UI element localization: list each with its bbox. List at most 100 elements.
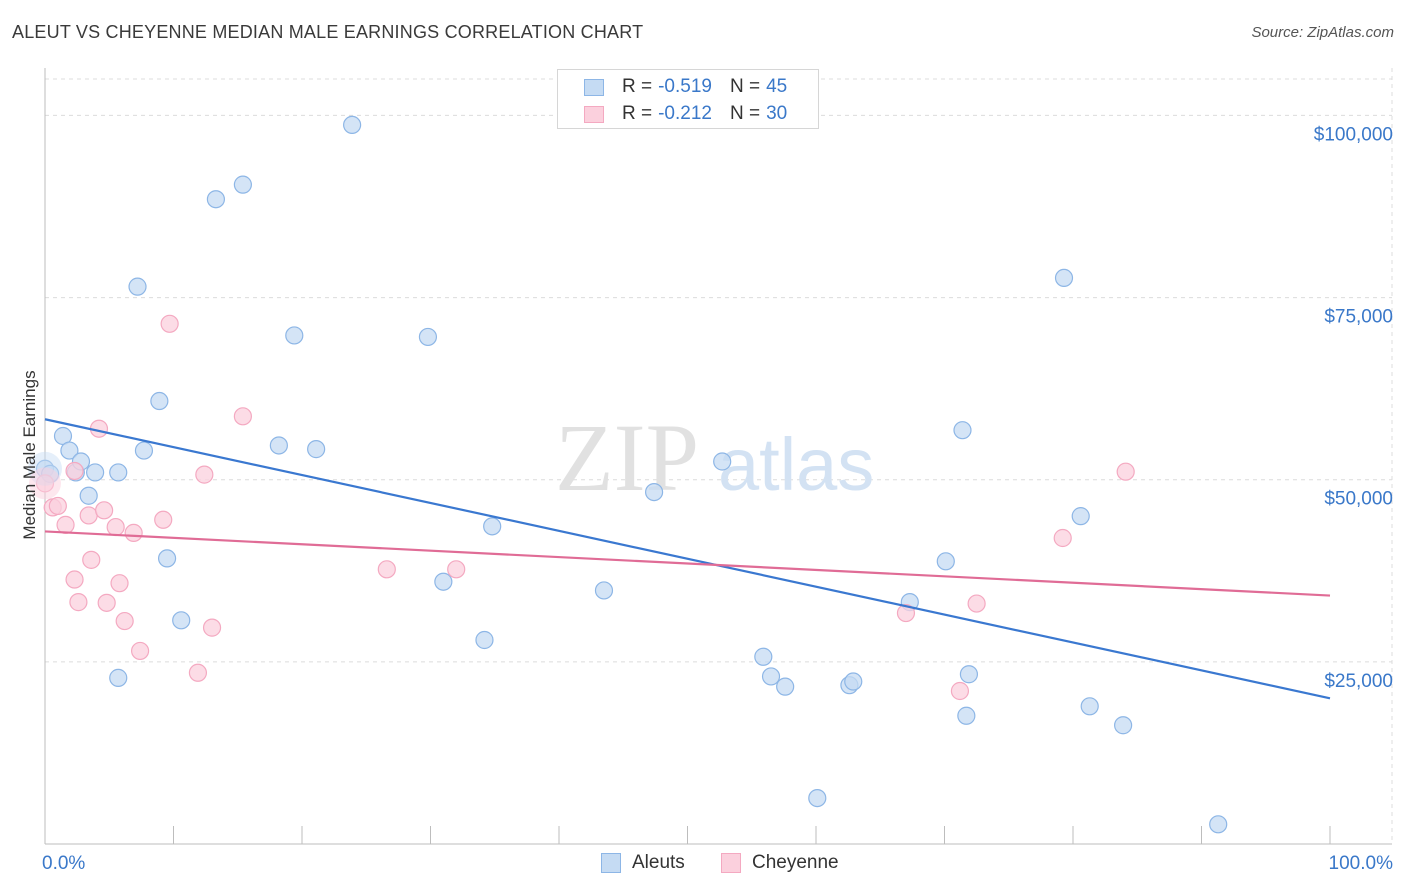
cheyenne-point xyxy=(82,550,101,569)
aleuts-point xyxy=(434,572,453,591)
cheyenne-r-value: -0.212 xyxy=(658,103,712,124)
legend-row-aleuts: R = -0.519 N = 45 xyxy=(558,73,787,101)
series-legend: Aleuts Cheyenne xyxy=(0,852,1406,878)
y-axis-label: Median Male Earnings xyxy=(20,370,39,539)
aleuts-point xyxy=(157,549,177,568)
aleuts-legend-label: Aleuts xyxy=(632,852,685,873)
watermark: ZIP atlas xyxy=(555,404,874,511)
aleuts-point xyxy=(86,463,105,482)
legend-row-cheyenne: R = -0.212 N = 30 xyxy=(558,100,787,128)
cheyenne-point-cluster xyxy=(29,467,61,500)
aleuts-point xyxy=(233,175,252,194)
cheyenne-point xyxy=(95,501,114,520)
aleuts-point xyxy=(134,441,154,460)
aleuts-r-value: -0.519 xyxy=(658,76,712,97)
aleuts-point xyxy=(109,668,128,687)
cheyenne-point xyxy=(106,517,125,537)
y-tick-label: $100,000 xyxy=(1314,124,1393,145)
y-tick-label: $25,000 xyxy=(1324,671,1393,692)
cheyenne-point xyxy=(967,594,986,613)
x-tick-label-max: 100.0% xyxy=(1329,853,1394,874)
cheyenne-point xyxy=(447,560,466,579)
chart-title: ALEUT VS CHEYENNE MEDIAN MALE EARNINGS C… xyxy=(12,22,644,42)
source-label: Source: ZipAtlas.com xyxy=(1251,24,1394,41)
aleuts-point xyxy=(1071,507,1090,526)
aleuts-point xyxy=(60,441,79,460)
cheyenne-point xyxy=(79,506,98,525)
aleuts-point xyxy=(776,677,795,696)
cheyenne-trend-line xyxy=(44,530,1331,597)
watermark-atlas: atlas xyxy=(718,423,874,506)
cheyenne-point xyxy=(56,515,75,534)
cheyenne-n-label: N = xyxy=(729,103,761,124)
aleuts-point xyxy=(285,326,304,345)
cheyenne-point xyxy=(124,523,143,543)
cheyenne-point xyxy=(1116,462,1135,481)
cheyenne-legend-label: Cheyenne xyxy=(752,852,839,873)
aleuts-point xyxy=(475,630,494,650)
aleuts-point xyxy=(1054,268,1074,287)
aleuts-n-label: N = xyxy=(729,76,761,97)
aleuts-point xyxy=(128,277,147,296)
x-tick-label-min: 0.0% xyxy=(42,853,85,874)
aleuts-swatch xyxy=(584,78,604,96)
aleuts-point xyxy=(1114,716,1133,735)
aleuts-n-value: 45 xyxy=(766,76,788,97)
cheyenne-point xyxy=(1053,528,1072,548)
cheyenne-n-value: 30 xyxy=(766,103,788,124)
cheyenne-swatch xyxy=(584,105,604,123)
aleuts-point xyxy=(343,115,362,135)
legend-item-aleuts[interactable]: Aleuts xyxy=(601,852,685,874)
aleuts-point xyxy=(418,327,438,347)
aleuts-point xyxy=(1080,697,1099,716)
cheyenne-point xyxy=(48,496,67,516)
cheyenne-point xyxy=(65,570,84,589)
aleuts-point xyxy=(959,665,979,684)
aleuts-point xyxy=(953,421,972,440)
cheyenne-point xyxy=(202,618,222,637)
cheyenne-point xyxy=(188,663,208,682)
axes xyxy=(44,68,1392,845)
trend-lines xyxy=(44,418,1331,700)
cheyenne-point xyxy=(950,681,970,701)
cheyenne-point xyxy=(130,641,150,661)
aleuts-point xyxy=(594,581,614,600)
legend-item-cheyenne[interactable]: Cheyenne xyxy=(721,852,839,874)
aleuts-point xyxy=(79,486,98,505)
cheyenne-point xyxy=(97,593,116,612)
grid-lines xyxy=(45,68,1393,844)
y-tick-label: $75,000 xyxy=(1324,307,1393,328)
aleuts-r-label: R = xyxy=(622,76,653,97)
cheyenne-point xyxy=(233,407,252,426)
aleuts-point xyxy=(808,788,827,808)
cheyenne-r-label: R = xyxy=(622,103,653,124)
cheyenne-point xyxy=(896,603,916,623)
aleuts-point xyxy=(844,672,863,691)
cheyenne-point xyxy=(115,611,134,631)
aleuts-point xyxy=(957,706,976,725)
aleuts-point xyxy=(761,667,781,686)
aleuts-point xyxy=(483,517,502,536)
cheyenne-point xyxy=(154,510,173,529)
aleuts-point xyxy=(206,190,226,209)
aleuts-point xyxy=(644,483,664,502)
aleuts-legend-swatch xyxy=(601,853,621,873)
aleuts-point xyxy=(307,440,326,459)
cheyenne-point xyxy=(110,574,129,593)
aleuts-point xyxy=(754,647,773,666)
aleuts-point xyxy=(172,611,191,630)
aleuts-point xyxy=(936,552,955,571)
cheyenne-point xyxy=(195,465,214,484)
aleuts-point xyxy=(1209,815,1228,834)
cheyenne-legend-swatch xyxy=(721,853,741,873)
axis-labels: $25,000 $50,000 $75,000 $100,000 0.0% 100.0% M… xyxy=(20,124,1393,874)
correlation-legend: R = -0.519 N = 45 R = -0.212 N = 30 xyxy=(557,69,819,129)
cheyenne-point xyxy=(69,593,88,612)
aleuts-trend-line xyxy=(44,418,1331,700)
cheyenne-point xyxy=(65,461,84,481)
aleuts-point xyxy=(109,463,128,482)
cheyenne-point xyxy=(377,560,396,579)
data-points xyxy=(28,115,1228,834)
aleuts-point xyxy=(713,452,732,471)
